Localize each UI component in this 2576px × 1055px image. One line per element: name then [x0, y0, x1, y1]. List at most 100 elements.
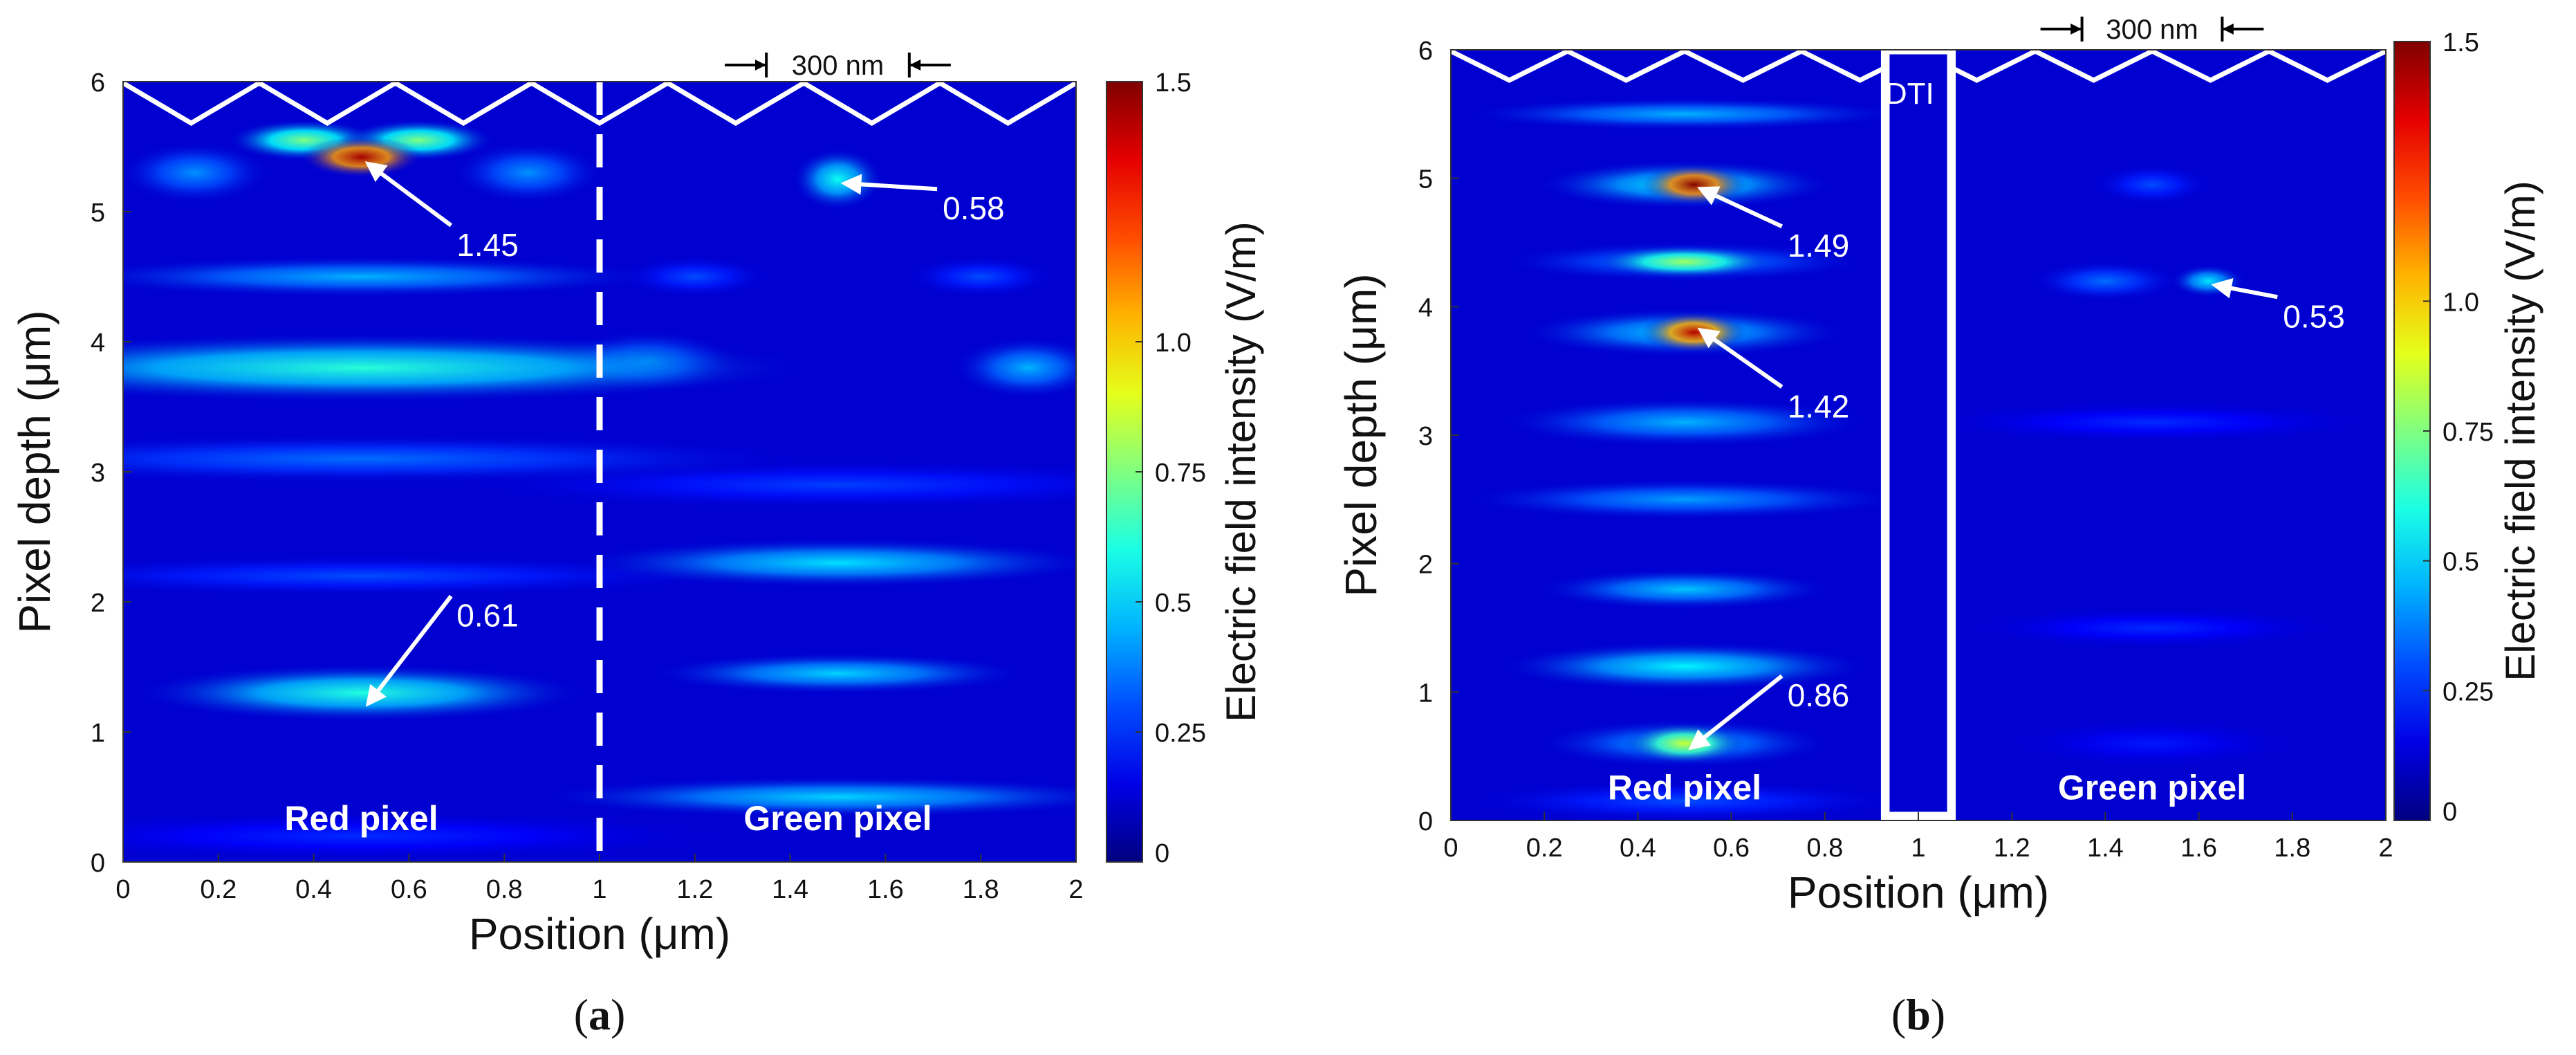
heatmap-hotspot: [2030, 260, 2180, 302]
y-tick-label: 1: [1418, 679, 1433, 708]
x-tick-label: 1.2: [1994, 834, 2030, 863]
heatmap-hotspot: [132, 663, 591, 722]
y-tick-label: 4: [1418, 293, 1433, 322]
annotation-arrow: [365, 594, 453, 707]
colorbar-tick-label: 0.5: [2443, 548, 2479, 577]
colorbar-title: Electric field intensity (V/m): [2497, 181, 2543, 681]
colorbar-tick-label: 0.5: [1155, 589, 1192, 618]
pixel-label: Green pixel: [743, 799, 932, 838]
heatmap: [123, 82, 1076, 862]
x-tick-label: 1.8: [2274, 834, 2310, 863]
x-tick-label: 1.6: [867, 875, 904, 904]
x-tick-label: 0.2: [200, 875, 237, 904]
heatmap-hotspot: [1535, 569, 1835, 610]
y-tick-label: 3: [1418, 422, 1433, 451]
annotation-value: 1.49: [1788, 228, 1850, 264]
scale-bar-label: 300 nm: [792, 51, 884, 81]
heatmap-hotspot: [952, 336, 1076, 399]
heatmap-hotspot: [1641, 164, 1747, 205]
heatmap-hotspot: [123, 332, 819, 403]
colorbar-title: Electric field intensity (V/m): [1218, 221, 1264, 722]
heatmap-hotspot: [1641, 311, 1747, 354]
colorbar-tick-label: 0: [1155, 839, 1169, 868]
heatmap-hotspot: [1965, 607, 2339, 649]
annotation-arrow: [840, 174, 938, 195]
dti-label: DTI: [1885, 77, 1934, 111]
heatmap-hotspot: [1624, 722, 1745, 764]
y-tick-label: 2: [91, 589, 105, 618]
panel-label-letter: b: [1906, 990, 1931, 1039]
scale-bar-label: 300 nm: [2106, 15, 2198, 45]
colorbar-tick-label: 0.25: [1155, 719, 1206, 748]
annotation-value: 1.45: [456, 227, 519, 263]
y-tick-label: 5: [91, 199, 105, 228]
y-axis: 0 1 2 3 4 5 6: [91, 68, 131, 878]
heatmap-hotspot: [1595, 245, 1775, 279]
x-tick-label: 0.8: [1806, 834, 1843, 863]
zigzag-surface: [123, 82, 1076, 127]
x-tick-label: 1.4: [772, 875, 808, 904]
x-tick-label: 0.4: [1620, 834, 1656, 863]
annotation-arrow: [364, 161, 453, 228]
heatmap-hotspot: [571, 538, 1076, 588]
y-axis-title: Pixel depth (μm): [10, 310, 59, 633]
x-tick-label: 1: [592, 875, 606, 904]
y-tick-label: 6: [1418, 37, 1433, 66]
colorbar-tick-label: 1.0: [2443, 288, 2479, 317]
heatmap-hotspot: [647, 652, 1029, 695]
pixel-label: Red pixel: [1608, 769, 1761, 807]
heatmap-hotspot: [2092, 164, 2212, 205]
colorbar: 0 0.25 0.5 0.75 1.0 1.5 Electric field intensi…: [1106, 68, 1264, 868]
x-tick-label: 0.4: [295, 875, 332, 904]
panel-label-close: ): [611, 990, 625, 1039]
annotation-value: 0.86: [1788, 677, 1850, 713]
colorbar-tick-label: 0.75: [2443, 418, 2494, 447]
x-axis: 0 0.2 0.4 0.6 0.8 1 1.2 1.4 1.6 1.8 2: [115, 854, 1084, 904]
y-tick-label: 0: [1418, 807, 1433, 836]
heatmap-hotspot: [123, 141, 271, 204]
annotation-value: 1.42: [1788, 388, 1850, 424]
colorbar-tick-label: 1.5: [1155, 68, 1192, 98]
x-tick-label: 0.6: [391, 875, 427, 904]
heatmap-hotspot: [532, 776, 1076, 818]
colorbar: 0 0.25 0.5 0.75 1.0 1.5 Electric field intensi…: [2393, 28, 2543, 827]
colorbar-tick-label: 0: [2443, 798, 2457, 827]
heatmap-hotspot: [618, 255, 772, 298]
heatmap-hotspot: [452, 141, 604, 204]
heatmap-hotspot: [1927, 401, 2377, 443]
y-tick-label: 1: [91, 719, 105, 748]
x-axis-title: Position (μm): [469, 909, 730, 959]
annotation-value: 0.58: [943, 190, 1005, 226]
colorbar-tick-label: 1.5: [2443, 28, 2479, 57]
heatmap-hotspot: [300, 136, 423, 178]
x-tick-label: 1.4: [2087, 834, 2124, 863]
panel-label-open: (: [1891, 990, 1906, 1039]
y-tick-label: 6: [91, 68, 105, 98]
heatmap-hotspot: [904, 255, 1057, 298]
heatmap-hotspot: [1460, 479, 1909, 520]
heatmap-hotspot: [123, 255, 667, 298]
heatmap-hotspot: [1460, 780, 1909, 820]
heatmap-hotspot: [792, 147, 884, 211]
annotation-value: 0.61: [456, 598, 519, 634]
x-axis-title: Position (μm): [1788, 868, 2049, 917]
annotation-value: 0.53: [2283, 298, 2345, 334]
x-tick-label: 1.8: [963, 875, 999, 904]
dti-trench: [1886, 51, 1951, 816]
y-tick-label: 0: [91, 849, 105, 878]
x-tick-label: 1.2: [676, 875, 713, 904]
x-tick-label: 0.6: [1713, 834, 1750, 863]
heatmap-hotspot: [1460, 98, 1909, 131]
heatmap-hotspot: [123, 434, 819, 484]
y-axis: 0 1 2 3 4 5 6: [1418, 37, 1459, 836]
panel-label-open: (: [574, 990, 589, 1039]
x-tick-label: 2: [2378, 834, 2393, 863]
x-tick-label: 1: [1911, 834, 1925, 863]
annotation-arrow: [2211, 277, 2278, 300]
x-tick-label: 2: [1068, 875, 1083, 904]
x-tick-label: 0.8: [486, 875, 523, 904]
x-tick-label: 0: [1443, 834, 1458, 863]
